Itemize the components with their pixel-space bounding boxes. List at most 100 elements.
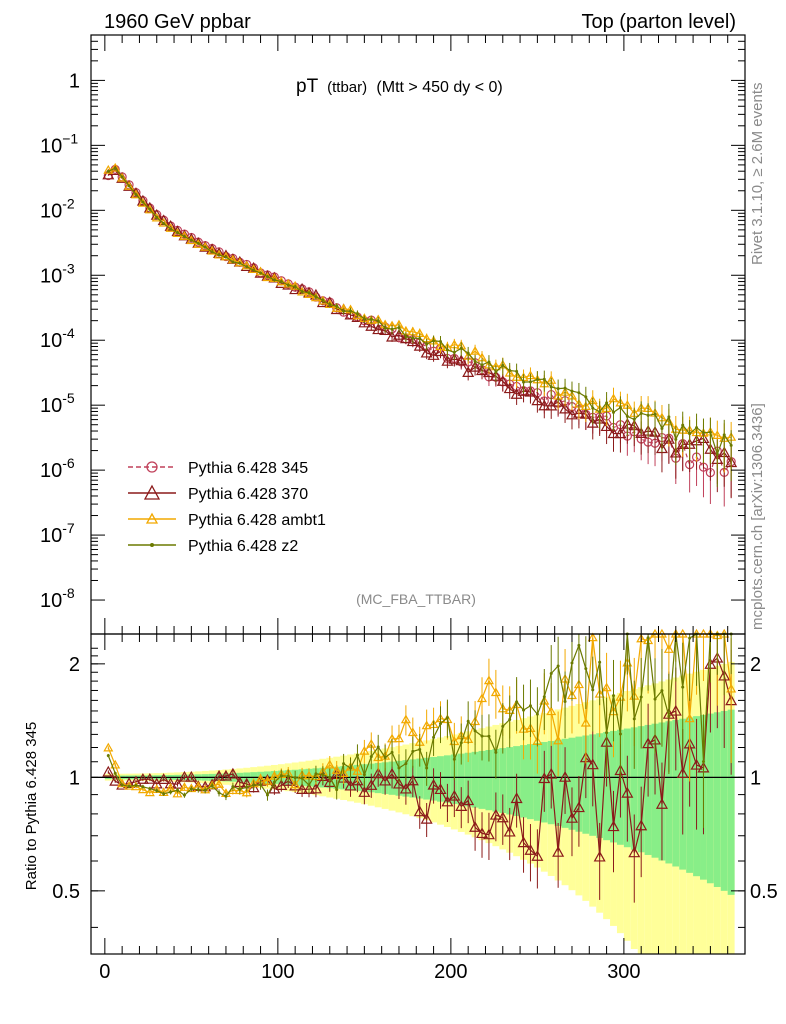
ratio-point-ambt1 [490,687,501,697]
legend-label: Pythia 6.428 z2 [188,538,298,555]
band-green-bin [478,750,486,809]
data-point-p370 [600,420,613,432]
ratio-point-p370 [413,805,426,817]
series-line-z2 [108,167,732,457]
plot-title-sub: (ttbar) [327,79,367,96]
data-point-p370 [559,402,572,414]
ratio-point-p370 [489,808,502,820]
ratio-point-p370 [565,811,579,823]
ratio-panel-frame [90,633,746,955]
data-point-p370 [469,360,482,372]
data-point-ambt1 [144,204,155,214]
series-line-p370 [107,169,732,463]
ratio-point-p370 [462,794,475,806]
data-point-p370 [503,382,516,394]
band-green-bin [485,749,493,811]
ratio-point-p370 [552,845,565,857]
ratio-point-p370 [309,782,322,794]
band-green-bin [499,748,507,814]
band-green-bin [492,749,500,812]
data-point-p370 [475,364,489,376]
ratio-point-p370 [358,786,371,797]
band-green-bin [610,730,617,843]
ratio-point-ambt1 [400,714,411,724]
ratio-point-p370 [503,825,516,837]
band-green-bin [596,733,604,838]
band-green-bin [713,712,721,887]
ratio-point-ambt1 [110,759,121,769]
ratio-point-p370 [406,774,419,786]
ratio-point-ambt1 [601,682,612,692]
plot-title: pT (ttbar) (Mtt > 450 dy < 0) [296,76,503,97]
data-point-ambt1 [137,197,148,207]
ratio-point-p370 [448,789,461,801]
band-green-bin [471,751,479,808]
band-green-bin [665,721,673,864]
series-line-ambt1 [108,167,732,439]
header-left: 1960 GeV ppbar [104,11,251,33]
data-point-ambt1 [158,217,169,227]
ratio-point-p370 [593,850,606,862]
ratio-point-p370 [517,836,530,848]
ratio-point-p370 [655,798,668,809]
data-point-p370 [462,366,475,377]
ratio-point-p370 [372,767,385,779]
ratio-point-ambt1 [290,779,301,789]
ratio-point-p370 [455,800,468,811]
legend-marker [143,484,161,500]
ratio-point-ambt1 [580,717,591,727]
plot-title-main: pT [296,76,319,97]
ratio-point-p370 [524,843,537,855]
ratio-point-p370 [690,758,703,770]
x-tick-label: 0 [99,961,110,983]
y-tick-label: 10-7 [40,520,75,547]
analysis-label: (MC_FBA_TTBAR) [356,591,476,607]
x-tick-label: 300 [607,961,640,983]
ratio-point-p370 [109,774,122,786]
ratio-point-p370 [434,783,447,795]
ratio-point-ambt1 [172,788,183,798]
ratio-point-p370 [441,795,454,807]
ratio-point-p370 [635,819,648,831]
ratio-point-p370 [628,846,641,858]
data-point-ambt1 [470,345,481,355]
ratio-y-tick-label: 2 [69,654,80,676]
data-point-ambt1 [117,172,128,182]
ratio-point-p370 [420,812,433,824]
ratio-point-ambt1 [726,683,737,693]
ratio-point-ambt1 [359,745,370,755]
band-green-bin [630,727,638,850]
data-point-p370 [655,442,668,454]
x-tick-label: 200 [434,961,467,983]
ratio-point-p370 [469,821,482,832]
data-point-ambt1 [110,162,121,172]
y-tick-label: 10−1 [40,130,78,157]
band-green-bin [727,709,735,895]
ratio-y-tick-label-right: 2 [750,654,761,676]
ratio-point-p370 [386,767,399,779]
band-green-bin [457,753,465,806]
legend-label: Pythia 6.428 370 [188,486,308,503]
x-tick-label: 100 [261,961,294,983]
data-point-ambt1 [130,189,142,199]
ratio-point-p370 [226,767,239,779]
ratio-point-ambt1 [179,782,190,791]
data-point-p370 [399,332,412,344]
ratio-point-p370 [282,774,295,786]
ratio-point-p370 [379,774,392,786]
y-tick-label: 10-5 [40,390,75,417]
ratio-point-p370 [157,773,170,785]
ratio-point-p370 [351,774,364,786]
ratio-point-ambt1 [407,727,418,737]
ratio-point-ambt1 [483,675,494,685]
ratio-point-ambt1 [324,759,335,769]
ratio-point-ambt1 [331,765,342,774]
y-tick-label: 10-6 [40,455,75,482]
plot-title-rest: (Mtt > 450 dy < 0) [376,79,502,96]
y-tick-label: 10-2 [40,195,75,222]
legend: Pythia 6.428 345 Pythia 6.428 370 Pythia 6… [128,460,326,555]
band-green-bin [443,755,451,803]
data-point-p370 [517,385,530,396]
data-series [102,162,738,507]
ratio-y-axis-label: Ratio to Pythia 6.428 345 [23,722,40,890]
